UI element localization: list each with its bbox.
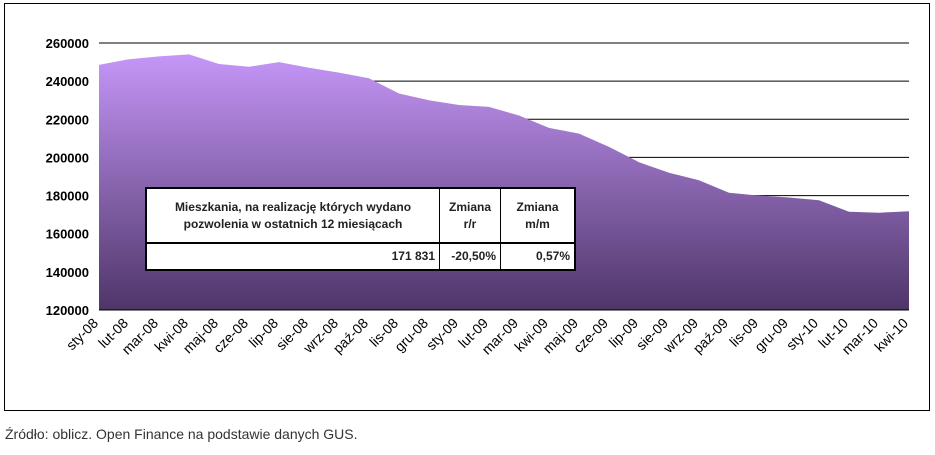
- y-tick-label: 240000: [46, 74, 89, 89]
- y-axis-ticks: 260000 240000 220000 200000 180000 160000 1400…: [46, 36, 89, 318]
- area-series: [99, 54, 909, 311]
- y-tick-label: 260000: [46, 36, 89, 51]
- y-tick-label: 160000: [46, 227, 89, 242]
- x-tick-label: sty-08: [63, 315, 101, 353]
- table-header-mm: Zmiana m/m: [500, 187, 576, 244]
- x-tick-label: kwi-10: [871, 315, 911, 355]
- table-value-rr: -20,50%: [439, 242, 501, 271]
- x-tick-label: cze-09: [570, 315, 611, 356]
- table-value-mm: 0,57%: [500, 242, 576, 271]
- source-note: Źródło: oblicz. Open Finance na podstawi…: [5, 426, 358, 442]
- chart-frame: 260000 240000 220000 200000 180000 160000 1400…: [4, 3, 930, 411]
- summary-table: Mieszkania, na realizację których wydano…: [145, 187, 576, 271]
- y-tick-label: 180000: [46, 189, 89, 204]
- x-tick-label: sty-09: [423, 315, 461, 353]
- x-axis-ticks: sty-08lut-08mar-08kwi-08maj-08cze-08lip-…: [63, 315, 911, 358]
- x-tick-label: gru-09: [751, 315, 791, 355]
- y-tick-label: 120000: [46, 303, 89, 318]
- y-tick-label: 140000: [46, 265, 89, 280]
- y-tick-label: 200000: [46, 150, 89, 165]
- table-header-rr: Zmiana r/r: [439, 187, 501, 244]
- table-header-main: Mieszkania, na realizację których wydano…: [145, 187, 440, 244]
- x-tick-label: cze-08: [210, 315, 251, 356]
- y-tick-label: 220000: [46, 112, 89, 127]
- x-tick-label: sty-10: [783, 315, 821, 353]
- table-value-main: 171 831: [145, 242, 440, 271]
- x-tick-label: gru-08: [391, 315, 431, 355]
